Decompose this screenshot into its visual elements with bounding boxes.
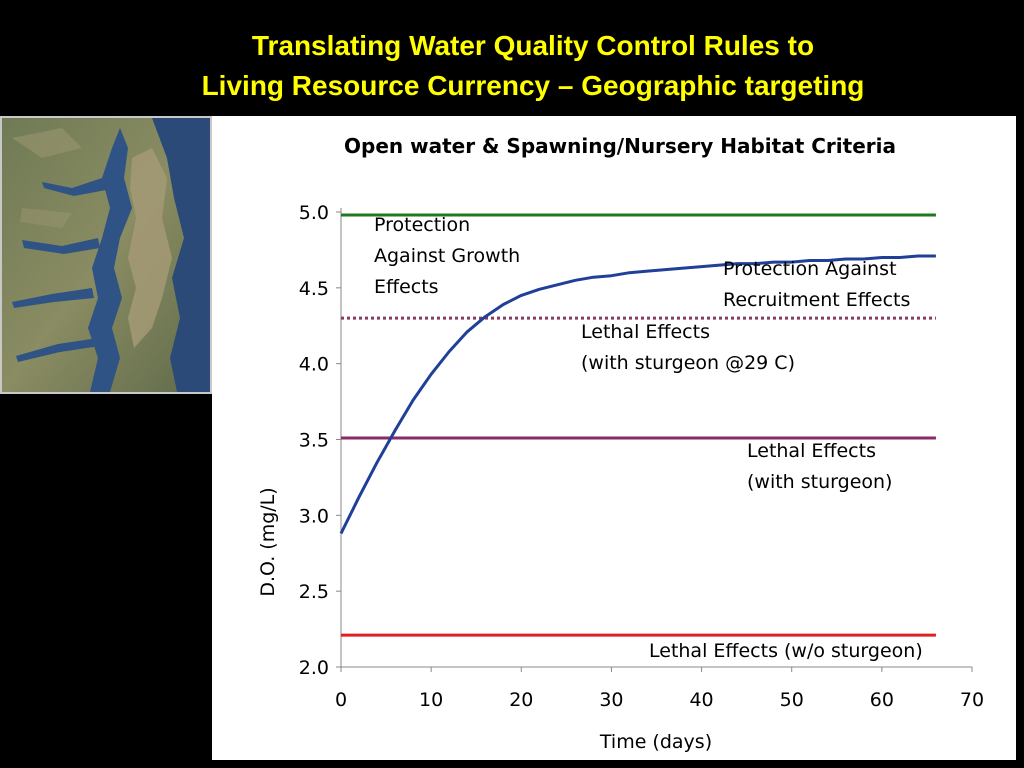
annotation-line: Against Growth [374,245,520,267]
slide-title-line-1: Translating Water Quality Control Rules … [251,30,815,61]
do-curve-series-0 [339,254,936,535]
x-tick-label: 70 [960,689,984,711]
annotation-line: Lethal Effects (w/o sturgeon) [649,640,923,662]
y-tick-label: 4.0 [299,354,329,376]
annotation-lethal-no-sturgeon: Lethal Effects (w/o sturgeon) [649,640,923,662]
chart-title: Open water & Spawning/Nursery Habitat Cr… [344,134,896,158]
annotation-line: (with sturgeon) [747,471,892,493]
annotation-lethal-29c: Lethal Effects (with sturgeon @29 C) [581,321,795,374]
y-tick-label: 4.5 [299,278,329,300]
annotation-line: Lethal Effects [581,321,710,343]
slide-title-line-2: Living Resource Currency – Geographic ta… [201,70,865,101]
annotation-line: Protection [374,214,470,236]
annotation-line: Lethal Effects [747,440,876,462]
chesapeake-map-image [0,116,212,394]
x-tick-label: 10 [419,689,443,711]
x-tick-label: 30 [599,689,623,711]
annotation-line: Protection Against [723,258,897,280]
annotation-line: (with sturgeon @29 C) [581,352,795,374]
annotation-lethal-sturgeon: Lethal Effects (with sturgeon) [747,440,892,493]
map-illustration [2,118,210,392]
x-axis-label: Time (days) [599,731,712,753]
y-tick-label: 3.0 [299,505,329,527]
y-tick-label: 2.5 [299,581,329,603]
plot-area: 2.0 2.5 3.0 3.5 4.0 4.5 5.0 0 10 20 30 40 50 60 70 [299,202,984,711]
annotation-growth: Protection Against Growth Effects [374,214,520,298]
annotation-line: Recruitment Effects [723,289,910,311]
y-tick-label: 3.5 [299,430,329,452]
y-axis-label: D.O. (mg/L) [257,487,279,596]
x-tick-label: 50 [780,689,804,711]
do-criteria-chart: Open water & Spawning/Nursery Habitat Cr… [257,134,984,753]
y-tick-label: 2.0 [299,657,329,679]
x-tick-label: 20 [509,689,533,711]
annotation-line: Effects [374,276,439,298]
x-tick-label: 60 [870,689,894,711]
x-tick-label: 40 [689,689,713,711]
annotation-recruitment: Protection Against Recruitment Effects [723,258,910,311]
y-tick-label: 5.0 [299,202,329,224]
slide-title: Translating Water Quality Control Rules … [0,26,1024,106]
chart-panel: Open water & Spawning/Nursery Habitat Cr… [212,116,1016,760]
x-tick-label: 0 [335,689,347,711]
